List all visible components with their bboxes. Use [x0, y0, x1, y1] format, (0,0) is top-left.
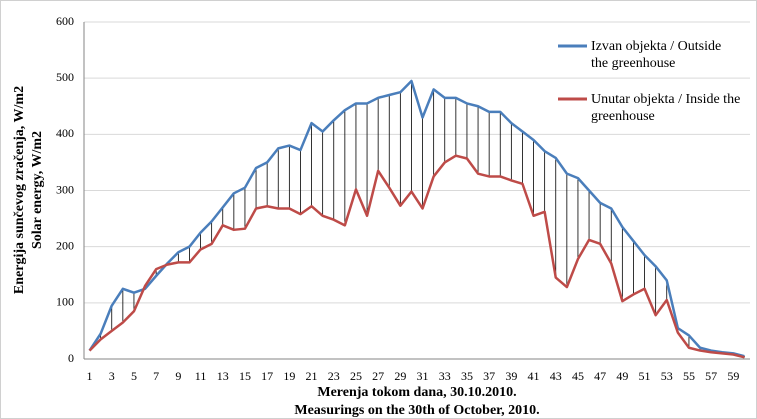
- x-tick-label: 15: [239, 369, 251, 383]
- x-tick-label: 57: [705, 369, 717, 383]
- x-tick-label: 37: [483, 369, 495, 383]
- x-tick-label: 5: [131, 369, 137, 383]
- x-tick-label: 43: [550, 369, 562, 383]
- x-tick-label: 31: [417, 369, 429, 383]
- x-tick-label: 29: [394, 369, 406, 383]
- y-tick-label: 400: [56, 126, 74, 140]
- x-tick-label: 39: [505, 369, 517, 383]
- x-tick-label: 17: [261, 369, 273, 383]
- x-tick-label: 59: [727, 369, 739, 383]
- x-tick-label: 47: [594, 369, 606, 383]
- x-axis-title: Merenja tokom dana, 30.10.2010.: [317, 385, 516, 400]
- x-tick-label: 55: [683, 369, 695, 383]
- y-tick-label: 0: [68, 351, 74, 365]
- x-tick-label: 1: [87, 369, 93, 383]
- y-axis-title: Energija sunčevog zračenja, W/m2: [12, 86, 27, 294]
- x-tick-label: 51: [639, 369, 651, 383]
- series-line: [88, 154, 745, 359]
- series-line: [88, 79, 745, 358]
- y-tick-label: 200: [56, 238, 74, 252]
- x-tick-label: 27: [372, 369, 384, 383]
- x-tick-label: 41: [528, 369, 540, 383]
- x-tick-label: 25: [350, 369, 362, 383]
- x-tick-label: 53: [661, 369, 673, 383]
- x-tick-label: 3: [109, 369, 115, 383]
- y-tick-label: 300: [56, 182, 74, 196]
- x-axis-title: Measurings on the 30th of October, 2010.: [294, 403, 539, 418]
- x-tick-label: 7: [153, 369, 159, 383]
- x-tick-label: 23: [328, 369, 340, 383]
- x-tick-label: 49: [616, 369, 628, 383]
- y-tick-label: 100: [56, 295, 74, 309]
- x-tick-label: 9: [175, 369, 181, 383]
- legend-label: Unutar objekta / Inside the greenhouse: [591, 92, 741, 124]
- x-tick-label: 35: [461, 369, 473, 383]
- legend-label: Izvan objekta / Outside the greenhouse: [591, 39, 722, 71]
- y-axis-title: Solar energy, W/m2: [30, 131, 45, 249]
- y-tick-label: 600: [56, 14, 74, 28]
- x-tick-label: 13: [217, 369, 229, 383]
- x-tick-label: 19: [283, 369, 295, 383]
- y-tick-label: 500: [56, 70, 74, 84]
- x-tick-label: 21: [306, 369, 318, 383]
- x-tick-label: 11: [195, 369, 207, 383]
- x-tick-label: 33: [439, 369, 451, 383]
- x-tick-label: 45: [572, 369, 584, 383]
